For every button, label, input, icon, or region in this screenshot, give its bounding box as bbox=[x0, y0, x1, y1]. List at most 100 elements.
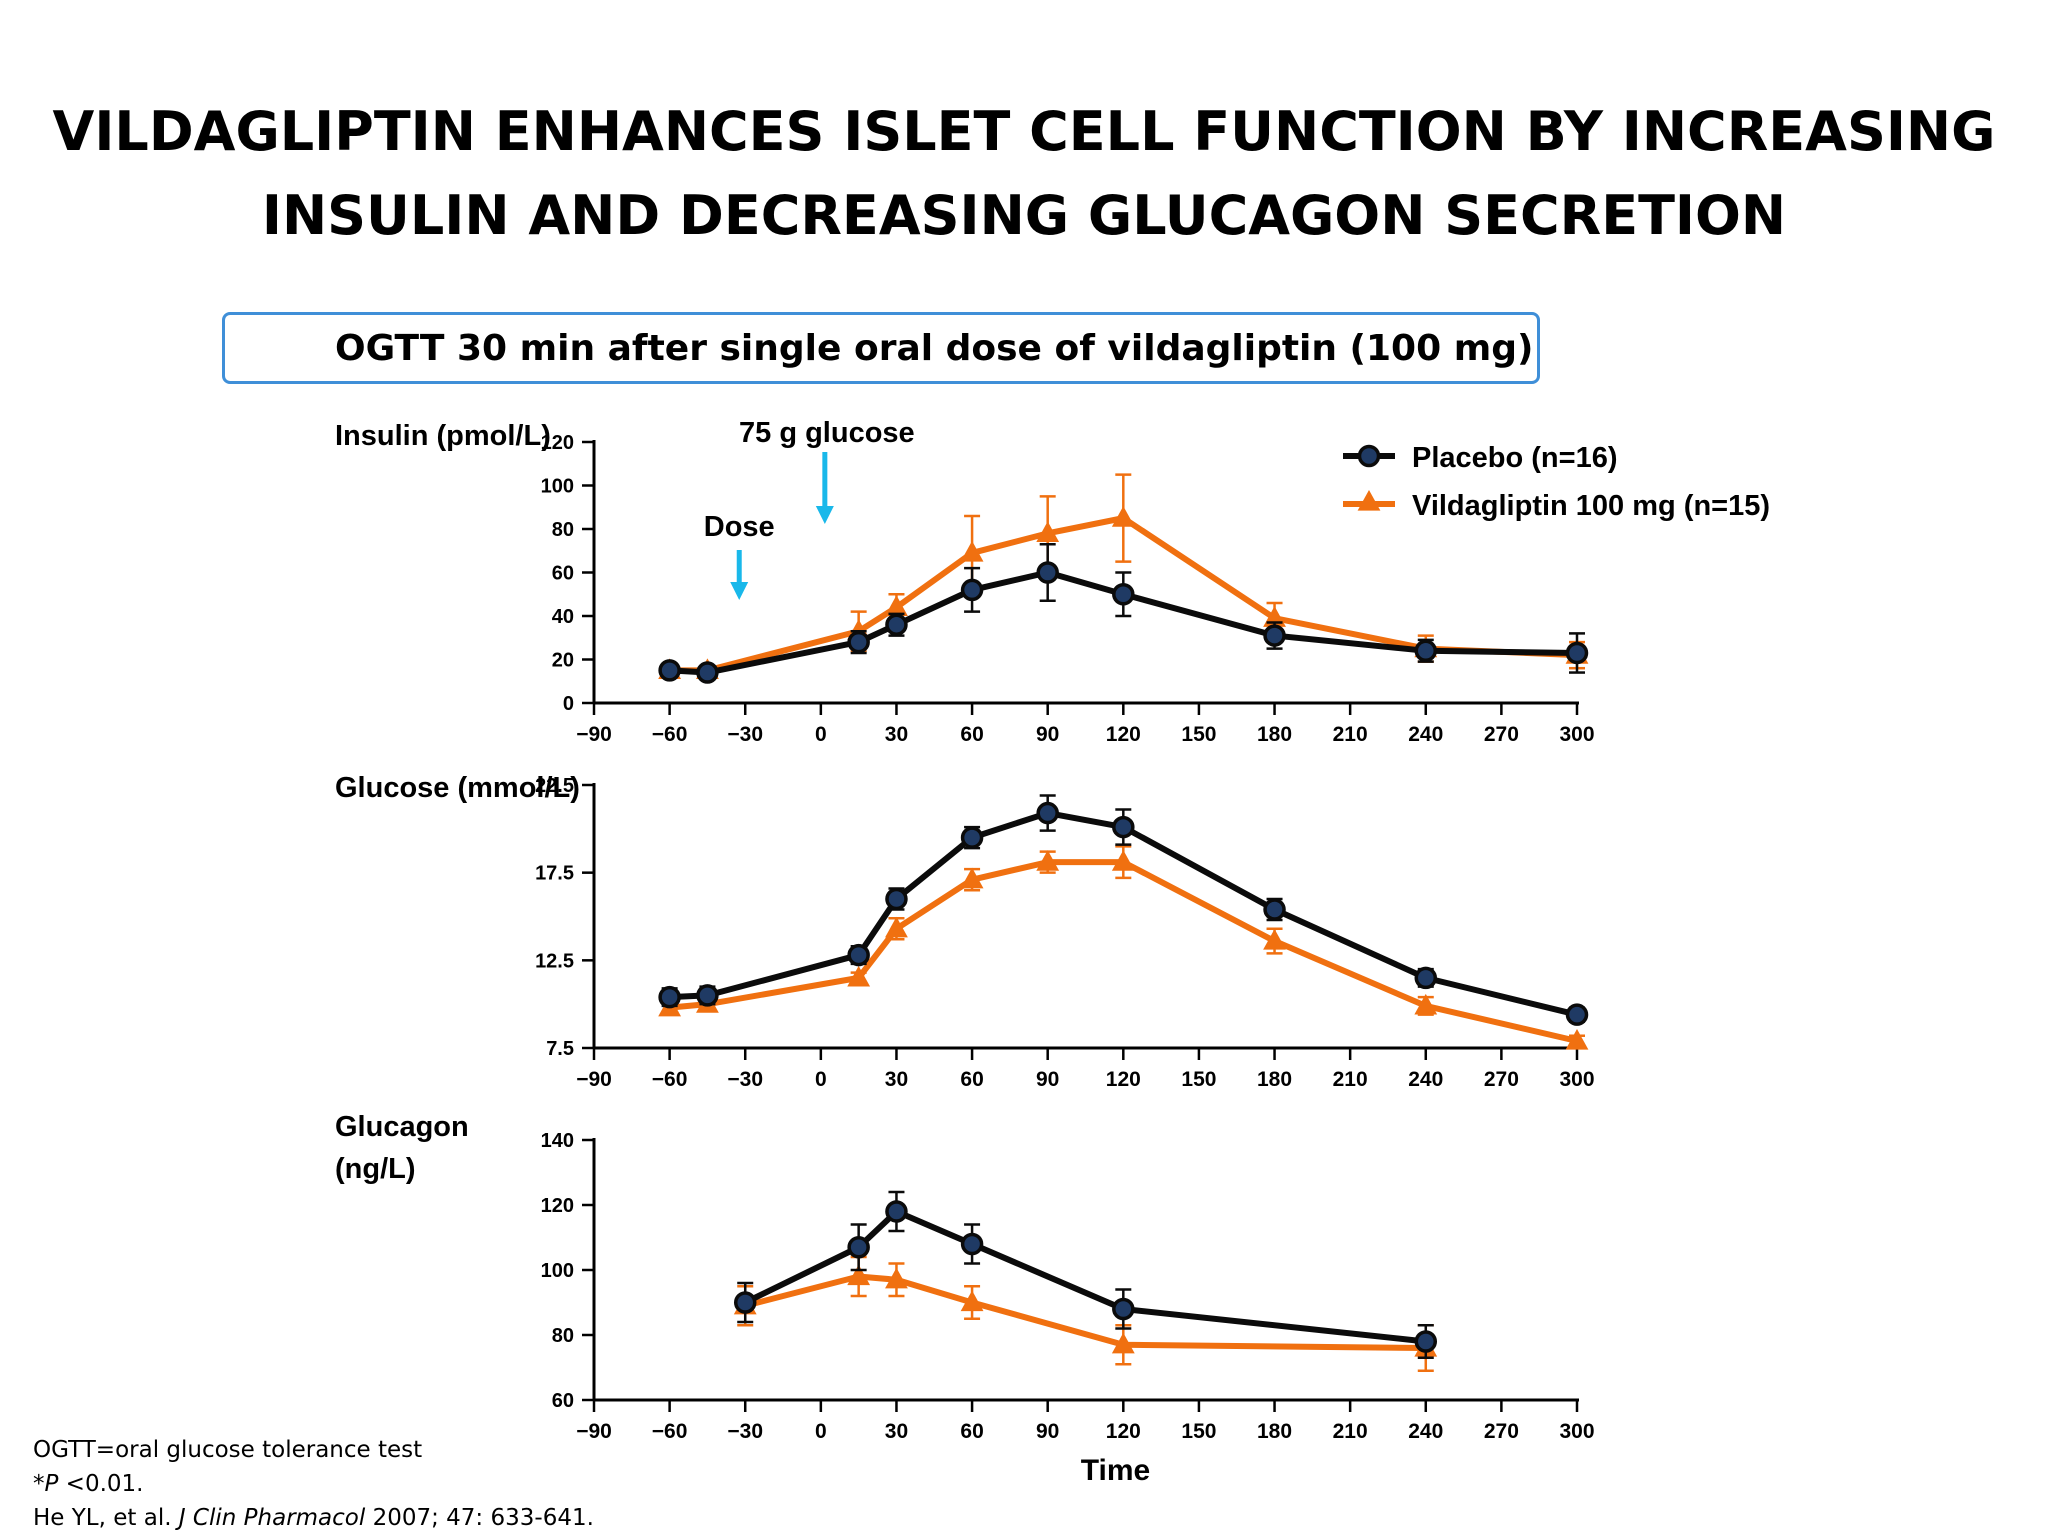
x-tick-label: 150 bbox=[1181, 1068, 1216, 1091]
data-point-vildagliptin bbox=[960, 540, 984, 562]
data-point-placebo bbox=[1263, 898, 1286, 921]
series-line bbox=[669, 569, 1578, 676]
data-point-placebo bbox=[733, 1291, 757, 1314]
y-tick-label: 17.5 bbox=[535, 863, 574, 885]
slide-title-line-2: INSULIN AND DECREASING GLUCAGON SECRETIO… bbox=[261, 184, 1787, 247]
x-tick-label: 270 bbox=[1484, 1068, 1519, 1091]
data-point-placebo bbox=[1112, 583, 1135, 606]
series-line bbox=[743, 1208, 1427, 1345]
data-point-placebo bbox=[885, 613, 908, 636]
x-tick-label: 30 bbox=[885, 1068, 908, 1091]
y-tick-label: 0 bbox=[563, 693, 574, 715]
x-tick-label: 120 bbox=[1106, 723, 1141, 746]
data-point-vildagliptin bbox=[1036, 521, 1060, 542]
legend-label-placebo: Placebo (n=16) bbox=[1412, 442, 1618, 474]
y-tick-label: 100 bbox=[541, 476, 574, 498]
footnote-p-text: <0.01. bbox=[58, 1471, 144, 1497]
dose-label: Dose bbox=[704, 511, 775, 543]
data-point-vildagliptin bbox=[960, 867, 984, 889]
y-tick-label: 100 bbox=[541, 1260, 574, 1282]
series-placebo bbox=[658, 794, 1589, 1026]
data-point-vildagliptin bbox=[1111, 506, 1135, 527]
x-tick-label: 240 bbox=[1408, 1420, 1443, 1443]
legend-marker-vildagliptin bbox=[1357, 490, 1381, 511]
data-point-vildagliptin bbox=[1036, 850, 1060, 871]
data-point-placebo bbox=[1414, 1330, 1438, 1353]
x-tick-label: 0 bbox=[815, 1420, 827, 1443]
y-axis-label: Glucose (mmol/L) bbox=[335, 772, 580, 804]
x-tick-label: 0 bbox=[815, 1068, 827, 1091]
reference-journal: J Clin Pharmacol bbox=[178, 1505, 366, 1531]
data-point-placebo bbox=[960, 826, 984, 849]
x-tick-label: 240 bbox=[1408, 723, 1443, 746]
data-point-vildagliptin bbox=[885, 595, 908, 616]
y-tick-label: 20 bbox=[552, 650, 574, 672]
footnote-p-italic: P bbox=[44, 1471, 59, 1497]
chart-panel-1: 0 20 40 60 80 100 120 −90 −60 −30 0 30 60 90 120 150 180… bbox=[335, 420, 1595, 746]
y-tick-label: 60 bbox=[552, 1390, 574, 1412]
x-tick-label: 270 bbox=[1484, 1420, 1519, 1443]
data-point-placebo bbox=[885, 887, 908, 911]
data-point-placebo bbox=[1565, 641, 1589, 665]
data-point-placebo bbox=[1414, 639, 1438, 663]
data-point-placebo bbox=[1414, 966, 1438, 990]
subtitle-box: OGTT 30 min after single oral dose of vi… bbox=[222, 312, 1540, 384]
data-point-placebo bbox=[1112, 815, 1135, 839]
data-point-placebo bbox=[658, 985, 681, 1009]
series-placebo bbox=[733, 1190, 1438, 1359]
x-axis-label: Time bbox=[1081, 1454, 1150, 1487]
slide-title-line-1: VILDAGLIPTIN ENHANCES ISLET CELL FUNCTIO… bbox=[52, 100, 1996, 163]
y-axis-label-line-1: Glucagon bbox=[335, 1111, 469, 1143]
reference-authors: He YL, et al. bbox=[33, 1505, 179, 1531]
x-tick-label: −60 bbox=[652, 1068, 688, 1091]
y-tick-label: 120 bbox=[541, 1195, 574, 1217]
x-tick-label: 180 bbox=[1257, 723, 1292, 746]
footnote-star: * bbox=[33, 1471, 45, 1497]
x-tick-label: 300 bbox=[1559, 1420, 1594, 1443]
data-point-vildagliptin bbox=[885, 1267, 908, 1289]
data-point-vildagliptin bbox=[960, 1290, 984, 1312]
x-tick-label: 210 bbox=[1333, 723, 1368, 746]
data-point-placebo bbox=[696, 984, 719, 1007]
data-point-placebo bbox=[1112, 1297, 1135, 1321]
x-tick-label: 180 bbox=[1257, 1068, 1292, 1091]
data-point-vildagliptin bbox=[847, 965, 871, 987]
chart-panel-2: 7.5 12.5 17.5 22.5 −90 −60 −30 0 30 60 90 120 150 180… bbox=[335, 772, 1595, 1091]
footnotes: OGTT=oral glucose tolerance test *P <0.0… bbox=[33, 1433, 594, 1535]
x-tick-label: −60 bbox=[652, 1420, 688, 1443]
x-tick-label: 150 bbox=[1181, 723, 1216, 746]
x-tick-label: 180 bbox=[1257, 1420, 1292, 1443]
dose-arrow-icon bbox=[730, 582, 749, 600]
series-line bbox=[669, 810, 1578, 1018]
x-tick-label: 270 bbox=[1484, 723, 1519, 746]
footnote-ogtt: OGTT=oral glucose tolerance test bbox=[33, 1437, 423, 1463]
footnote-p-value: *P <0.01. bbox=[33, 1467, 594, 1501]
reference-details: 2007; 47: 633-641. bbox=[365, 1505, 594, 1531]
series-line bbox=[744, 1273, 1426, 1351]
data-point-placebo bbox=[847, 943, 870, 967]
data-point-vildagliptin bbox=[1263, 929, 1286, 950]
slide-title: VILDAGLIPTIN ENHANCES ISLET CELL FUNCTIO… bbox=[0, 90, 2048, 258]
x-tick-label: 0 bbox=[815, 723, 827, 746]
data-point-placebo bbox=[847, 630, 870, 654]
x-tick-label: 120 bbox=[1106, 1068, 1141, 1091]
y-tick-label: 80 bbox=[552, 519, 574, 541]
x-tick-label: −90 bbox=[576, 723, 612, 746]
glucose-label: 75 g glucose bbox=[739, 417, 915, 449]
data-point-placebo bbox=[1263, 624, 1286, 647]
data-point-placebo bbox=[696, 661, 719, 684]
data-point-placebo bbox=[658, 659, 681, 682]
data-point-vildagliptin bbox=[1565, 1028, 1589, 1050]
legend-label-vildagliptin: Vildagliptin 100 mg (n=15) bbox=[1412, 490, 1770, 522]
legend-marker-placebo bbox=[1357, 444, 1381, 468]
y-tick-label: 120 bbox=[541, 432, 574, 454]
x-tick-label: 30 bbox=[885, 1420, 908, 1443]
y-axis-label: Insulin (pmol/L) bbox=[335, 420, 551, 452]
y-tick-label: 80 bbox=[552, 1325, 574, 1347]
y-tick-label: 22.5 bbox=[535, 775, 574, 797]
series-vildagliptin bbox=[658, 845, 1589, 1050]
y-tick-label: 60 bbox=[552, 563, 574, 585]
data-point-placebo bbox=[960, 1232, 984, 1256]
series-vildagliptin bbox=[733, 1255, 1438, 1372]
